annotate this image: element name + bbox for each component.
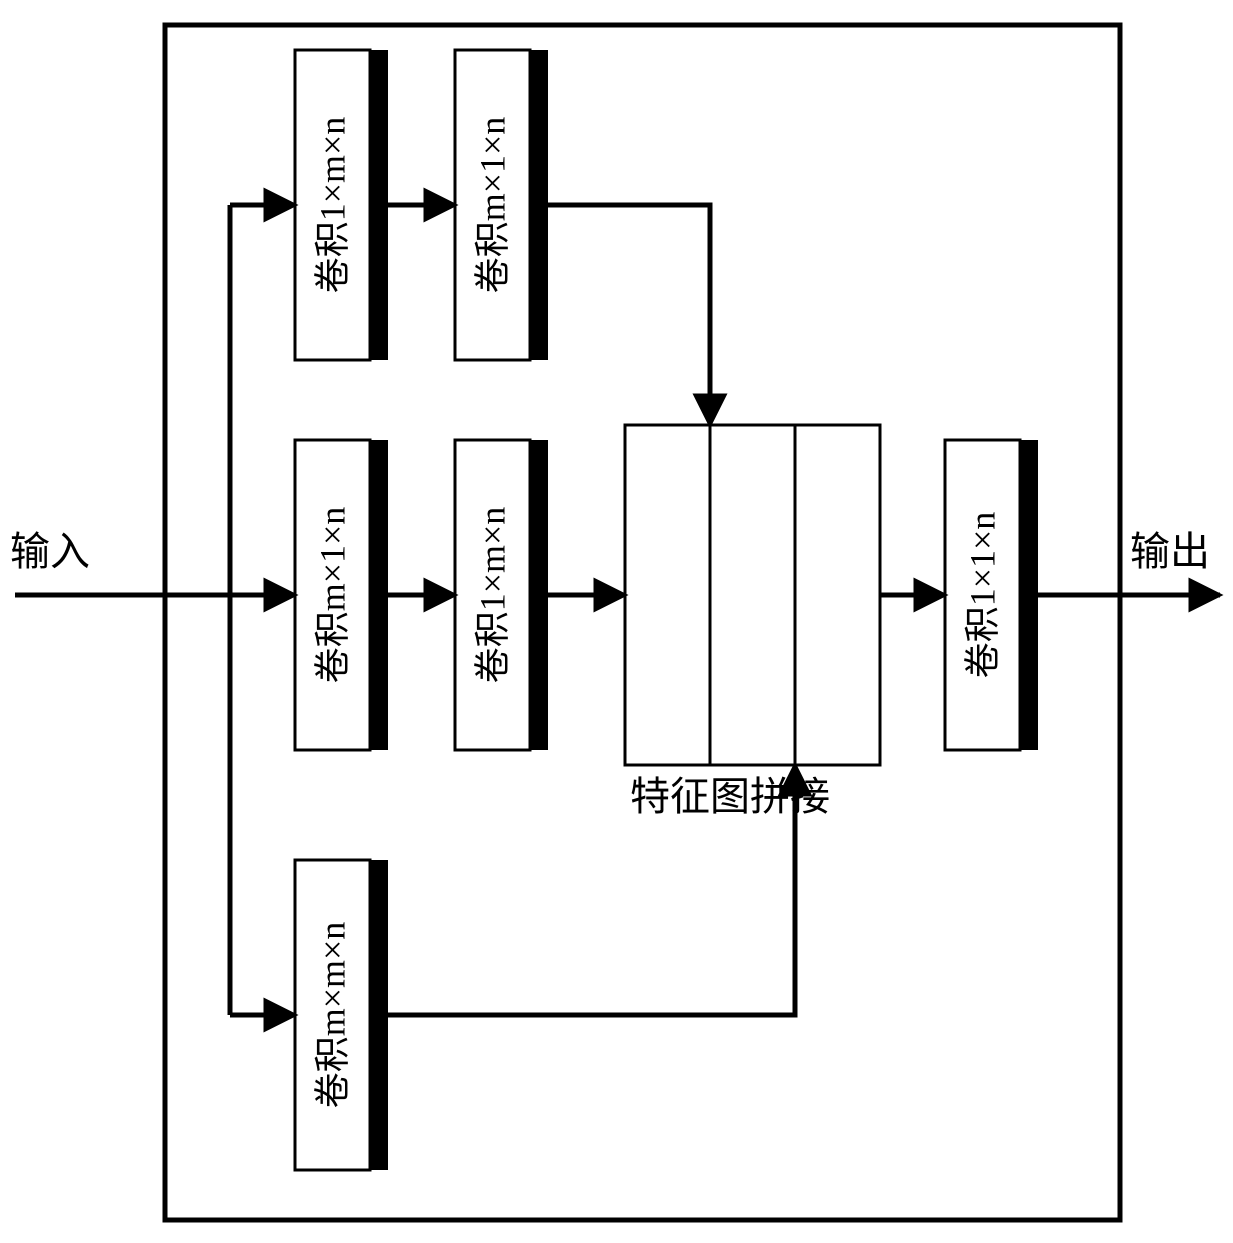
conv-bot: 卷积m×m×n <box>295 860 388 1170</box>
concat-box: 特征图拼接 <box>625 425 880 819</box>
conv-mid-a: 卷积m×1×n <box>295 440 388 750</box>
conv-top-b-label: 卷积m×1×n <box>473 117 513 294</box>
conv-mid-a-label: 卷积m×1×n <box>313 507 353 684</box>
conv-final: 卷积1×1×n <box>945 440 1038 750</box>
concat-label: 特征图拼接 <box>630 774 830 819</box>
output-label: 输出 <box>1130 529 1210 574</box>
conv-mid-b: 卷积1×m×n <box>455 440 548 750</box>
conv-bot-label: 卷积m×m×n <box>313 922 353 1109</box>
input-label: 输入 <box>10 529 90 574</box>
conv-top-b: 卷积m×1×n <box>455 50 548 360</box>
conv-mid-b-label: 卷积1×m×n <box>473 507 513 684</box>
conv-top-a-label: 卷积1×m×n <box>313 117 353 294</box>
conv-final-label: 卷积1×1×n <box>963 512 1003 679</box>
conv-top-a: 卷积1×m×n <box>295 50 388 360</box>
